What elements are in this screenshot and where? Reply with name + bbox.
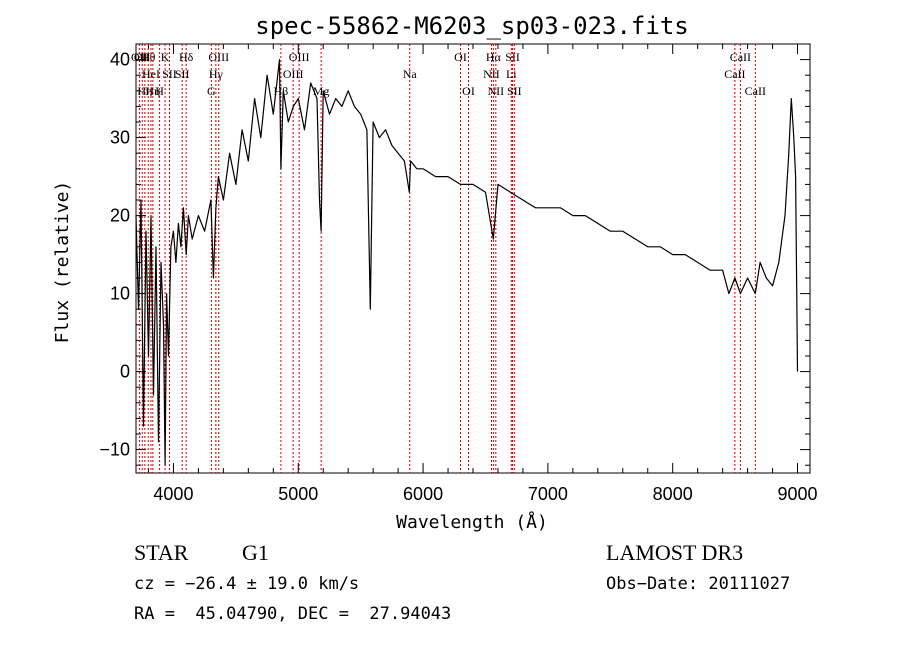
x-tick-label: 5000 [278,484,318,504]
x-tick-label: 7000 [528,484,568,504]
y-tick-label: −10 [99,440,130,460]
ticks: 4000 5000 6000 7000 8000 9000 −10 0 10 20 30 40 [99,43,818,504]
emission-line-label: OII [134,50,151,64]
emission-line-label: Hγ [209,67,224,81]
plot-frame [135,43,811,474]
emission-line-label: CaII [724,67,745,81]
emission-line-label: SII [507,84,522,98]
emission-line-label: NII [488,84,505,98]
y-tick-label: 10 [110,284,130,304]
y-tick-label: 40 [110,50,130,70]
emission-line-label: Hη [145,84,160,98]
subclass-label: G1 [242,540,269,565]
y-tick-label: 30 [110,128,130,148]
survey-label: LAMOST DR3 [606,540,744,565]
flux-series-line [135,58,799,466]
coords-label: RA = 45.04790, DEC = 27.94043 [134,604,452,624]
emission-line-label: OIII [283,67,304,81]
emission-line-label: Hδ [179,50,194,64]
emission-lines: OIIOIIHηHθHeIHηHKSIISIIHδGHγOIIIHβOIIIOI… [131,44,766,473]
emission-line-label: HeI [142,67,160,81]
emission-line-label: Hθ [141,50,156,64]
chart-title: spec-55862-M6203_sp03-023.fits [255,12,688,40]
emission-line-label: OI [454,50,467,64]
emission-line-label: Hα [486,50,502,64]
redshift-label: cz = −26.4 ± 19.0 km/s [134,574,360,594]
axes [135,43,811,474]
emission-line-label: H [155,84,164,98]
emission-line-label: SII [162,67,177,81]
emission-line-label: OI [462,84,475,98]
class-label: STAR [134,540,189,565]
emission-line-label: OIII [208,50,229,64]
emission-line-label: Hβ [274,84,289,98]
emission-line-label: CaII [730,50,751,64]
y-axis-label: Flux (relative) [52,181,73,344]
emission-line-label: K [161,50,170,64]
emission-line-label: G [207,84,216,98]
series [135,58,799,466]
emission-line-label: Na [403,67,418,81]
emission-line-label: NII [483,67,500,81]
x-tick-label: 4000 [153,484,193,504]
emission-line-label: Hη [137,84,152,98]
emission-line-label: SII [505,50,520,64]
x-tick-label: 8000 [653,484,693,504]
y-tick-label: 0 [120,362,130,382]
emission-line-label: OIII [289,50,310,64]
y-tick-label: 20 [110,206,130,226]
emission-line-label: OII [131,50,148,64]
x-tick-label: 6000 [403,484,443,504]
x-tick-label: 9000 [777,484,817,504]
obs-date-label: Obs−Date: 20111027 [606,574,791,594]
emission-line-label: SII [175,67,190,81]
emission-line-label: Mg [313,84,330,98]
emission-line-label: CaII [745,84,766,98]
x-axis-label: Wavelength (Å) [396,511,548,533]
emission-line-label: Li [506,67,517,81]
